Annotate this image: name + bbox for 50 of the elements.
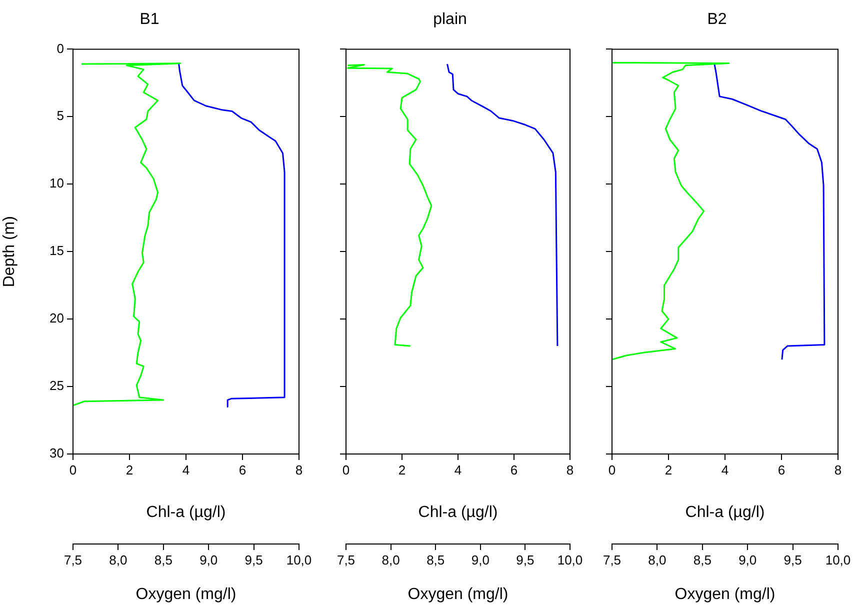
y-axis-title: Depth (m) (1, 216, 18, 288)
x-tick-label: 4 (182, 462, 190, 478)
x-tick-label: 8 (566, 462, 574, 478)
chart-title: plain (433, 11, 467, 28)
x2-tick-label: 7,5 (602, 552, 622, 568)
x-tick-label: 0 (342, 462, 350, 478)
x2-tick-label: 8,0 (648, 552, 666, 568)
y-tick-label: 30 (50, 446, 64, 461)
x2-tick-label: 7,5 (336, 552, 356, 568)
x2-tick-label: 9,5 (516, 552, 534, 568)
x-tick-label: 6 (778, 462, 786, 478)
x2-tick-label: 8,5 (693, 552, 712, 568)
x-axis-title: Chl-a (µg/l) (685, 504, 765, 521)
x-axis-title: Chl-a (µg/l) (146, 504, 226, 521)
x2-axis-title: Oxygen (mg/l) (674, 586, 776, 603)
y-tick-label: 15 (50, 243, 64, 258)
x2-tick-label: 10,0 (825, 552, 851, 568)
x2-axis-title: Oxygen (mg/l) (408, 586, 508, 603)
x-tick-label: 0 (608, 462, 616, 478)
x-tick-label: 6 (510, 462, 518, 478)
y-tick-label: 20 (50, 310, 64, 326)
chart-title: B1 (140, 11, 160, 28)
x2-tick-label: 9,5 (244, 552, 263, 568)
x-tick-label: 0 (69, 462, 77, 478)
y-tick-label: 5 (56, 108, 64, 124)
x2-tick-label: 9,5 (784, 552, 802, 568)
x-tick-label: 2 (664, 462, 672, 478)
x2-tick-label: 7,5 (64, 552, 82, 568)
chart-title: B2 (707, 11, 727, 28)
x2-tick-label: 9,0 (738, 552, 757, 568)
x-tick-label: 2 (398, 462, 406, 478)
x-axis-title: Chl-a (µg/l) (418, 504, 498, 521)
y-tick-label: 0 (56, 40, 64, 56)
x2-tick-label: 9,0 (471, 552, 490, 568)
x2-tick-label: 8,5 (426, 552, 445, 568)
x2-axis-title: Oxygen (mg/l) (136, 586, 236, 603)
x-tick-label: 6 (238, 462, 246, 478)
x2-tick-label: 10,0 (557, 552, 583, 568)
x2-tick-label: 8,5 (154, 552, 172, 568)
y-tick-label: 25 (50, 378, 64, 394)
x2-tick-label: 8,0 (382, 552, 400, 568)
x2-tick-label: 9,0 (200, 552, 218, 568)
x-tick-label: 8 (834, 462, 842, 478)
x2-tick-label: 8,0 (109, 552, 128, 568)
x-tick-label: 2 (126, 462, 134, 478)
x-tick-label: 4 (454, 462, 462, 478)
x-tick-label: 4 (721, 462, 729, 478)
x2-tick-label: 10,0 (286, 552, 312, 568)
x-tick-label: 8 (295, 462, 303, 478)
y-tick-label: 10 (50, 176, 64, 191)
